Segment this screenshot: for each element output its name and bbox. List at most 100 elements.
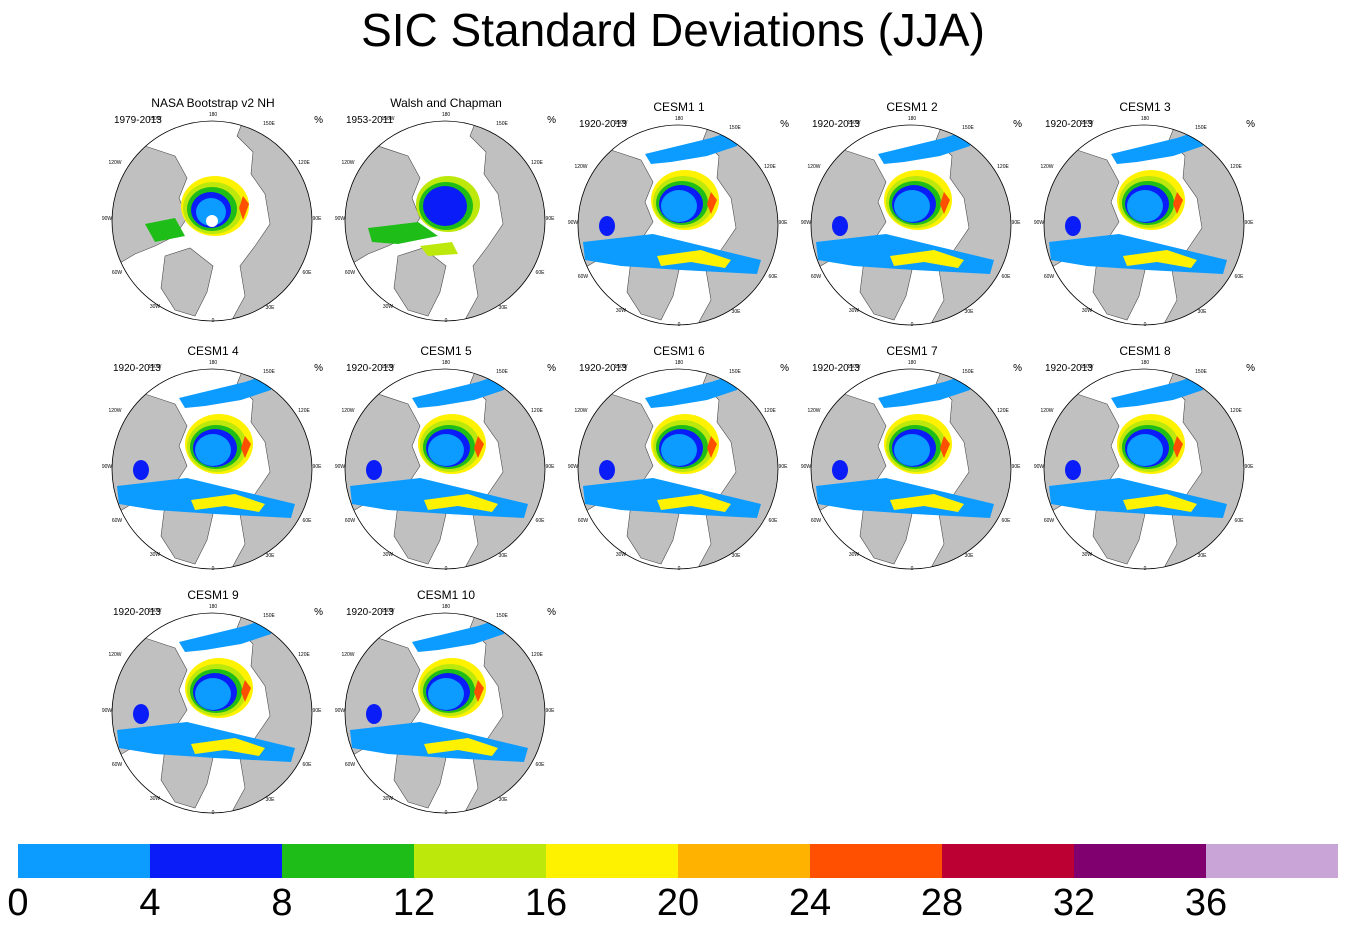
longitude-label: 120W xyxy=(1040,164,1053,170)
longitude-label: 120W xyxy=(574,408,587,414)
longitude-label: 60E xyxy=(536,762,546,768)
polar-map: 180 150W 150E 120W 120E 90W 90E 60W 60E 30W 30E 0 xyxy=(1034,116,1254,328)
longitude-label: 30E xyxy=(499,553,509,559)
sic-zone xyxy=(645,128,741,164)
longitude-label: 90W xyxy=(102,708,113,714)
map-boundary xyxy=(810,368,1012,570)
sic-zone xyxy=(196,198,226,226)
period-label: 1920-2013 xyxy=(812,119,860,130)
longitude-label: 150W xyxy=(381,364,394,370)
panel-title: CESM1 3 xyxy=(1119,100,1171,114)
panel-cesm1-6: 180 150W 150E 120W 120E 90W 90E 60W 60E 30W 30E 0 C… xyxy=(561,344,797,574)
panel-title: CESM1 1 xyxy=(653,100,705,114)
colorbar-swatch xyxy=(678,844,810,878)
longitude-label: 150E xyxy=(496,121,508,127)
panel-cesm1-3: 180 150W 150E 120W 120E 90W 90E 60W 60E 30W 30E 0 C… xyxy=(1027,100,1263,330)
sic-zone xyxy=(1111,128,1207,164)
longitude-label: 60W xyxy=(578,274,589,280)
panel-nasa-bootstrap: 180 150W 150E 120W 120E 90W 90E 60W 60E 30W 30E 0 N… xyxy=(95,96,331,326)
period-label: 1920-2013 xyxy=(346,363,394,374)
longitude-label: 120W xyxy=(807,408,820,414)
sic-zone xyxy=(412,372,508,408)
longitude-label: 150W xyxy=(148,364,161,370)
sic-zone xyxy=(599,216,615,236)
period-label: 1920-2013 xyxy=(1045,119,1093,130)
longitude-label: 150W xyxy=(847,364,860,370)
longitude-label: 30W xyxy=(849,308,860,314)
longitude-label: 60W xyxy=(112,270,123,276)
longitude-label: 90W xyxy=(335,216,346,222)
longitude-label: 30W xyxy=(150,796,161,802)
longitude-label: 90E xyxy=(1012,220,1022,226)
sic-zone xyxy=(1123,250,1197,268)
longitude-label: 180 xyxy=(675,360,684,366)
colorbar-tick-label: 24 xyxy=(788,882,832,924)
longitude-label: 0 xyxy=(445,566,448,572)
panel-cesm1-7: 180 150W 150E 120W 120E 90W 90E 60W 60E 30W 30E 0 C… xyxy=(794,344,1030,574)
longitude-label: 0 xyxy=(1144,322,1147,328)
longitude-label: 60E xyxy=(769,274,779,280)
period-label: 1920-2013 xyxy=(579,119,627,130)
units-label: % xyxy=(314,607,323,618)
sic-zone xyxy=(241,680,251,702)
colorbar-swatch xyxy=(414,844,546,878)
sic-zone xyxy=(1065,216,1081,236)
longitude-label: 150W xyxy=(1080,364,1093,370)
longitude-label: 120E xyxy=(298,652,310,658)
polar-map: 180 150W 150E 120W 120E 90W 90E 60W 60E 30W 30E 0 xyxy=(568,116,788,328)
sic-zone xyxy=(657,250,731,268)
polar-map: 180 150W 150E 120W 120E 90W 90E 60W 60E 30W 30E 0 xyxy=(801,360,1022,572)
longitude-label: 30W xyxy=(616,308,627,314)
sic-zone xyxy=(878,128,974,164)
longitude-label: 30W xyxy=(150,304,161,310)
longitude-label: 180 xyxy=(442,112,451,118)
longitude-label: 60E xyxy=(769,518,779,524)
sic-zone xyxy=(1111,372,1207,408)
longitude-label: 60W xyxy=(345,270,356,276)
polar-map: 180 150W 150E 120W 120E 90W 90E 60W 60E 30W 30E 0 xyxy=(1034,360,1254,572)
longitude-label: 60W xyxy=(578,518,589,524)
longitude-label: 60E xyxy=(303,270,313,276)
sic-zone xyxy=(195,678,231,710)
panel-cesm1-5: 180 150W 150E 120W 120E 90W 90E 60W 60E 30W 30E 0 C… xyxy=(328,344,564,574)
sic-zone xyxy=(707,192,717,214)
longitude-label: 120W xyxy=(807,164,820,170)
longitude-label: 120E xyxy=(298,408,310,414)
longitude-label: 60E xyxy=(1002,274,1012,280)
panel-title: CESM1 7 xyxy=(886,344,938,358)
longitude-label: 0 xyxy=(911,322,914,328)
longitude-label: 30E xyxy=(732,309,742,315)
panel-title: CESM1 6 xyxy=(653,344,705,358)
period-label: 1953-2011 xyxy=(346,115,394,126)
longitude-label: 150E xyxy=(496,369,508,375)
map-boundary xyxy=(344,612,546,814)
sic-zone xyxy=(474,436,484,458)
sic-zone xyxy=(133,704,149,724)
longitude-label: 60E xyxy=(303,762,313,768)
longitude-label: 150W xyxy=(148,608,161,614)
sic-zone xyxy=(191,738,265,756)
longitude-label: 120E xyxy=(531,408,543,414)
panel-cesm1-8: 180 150W 150E 120W 120E 90W 90E 60W 60E 30W 30E 0 C… xyxy=(1027,344,1263,574)
longitude-label: 90E xyxy=(313,216,323,222)
sic-zone xyxy=(428,434,464,466)
longitude-label: 180 xyxy=(442,604,451,610)
longitude-label: 60W xyxy=(345,518,356,524)
sic-zone xyxy=(412,616,508,652)
longitude-label: 90E xyxy=(1012,464,1022,470)
sic-zone xyxy=(191,494,265,512)
longitude-label: 60W xyxy=(1044,518,1055,524)
sic-zone xyxy=(940,192,950,214)
longitude-label: 90E xyxy=(546,464,556,470)
sic-zone xyxy=(1127,190,1163,222)
longitude-label: 30E xyxy=(266,553,276,559)
longitude-label: 120E xyxy=(531,652,543,658)
longitude-label: 150W xyxy=(614,364,627,370)
period-label: 1979-2013 xyxy=(114,115,162,126)
sic-zone xyxy=(423,186,467,226)
panel-cesm1-9: 180 150W 150E 120W 120E 90W 90E 60W 60E 30W 30E 0 C… xyxy=(95,588,331,818)
longitude-label: 60W xyxy=(345,762,356,768)
map-boundary xyxy=(111,368,313,570)
longitude-label: 30E xyxy=(499,305,509,311)
sic-zone xyxy=(179,616,275,652)
